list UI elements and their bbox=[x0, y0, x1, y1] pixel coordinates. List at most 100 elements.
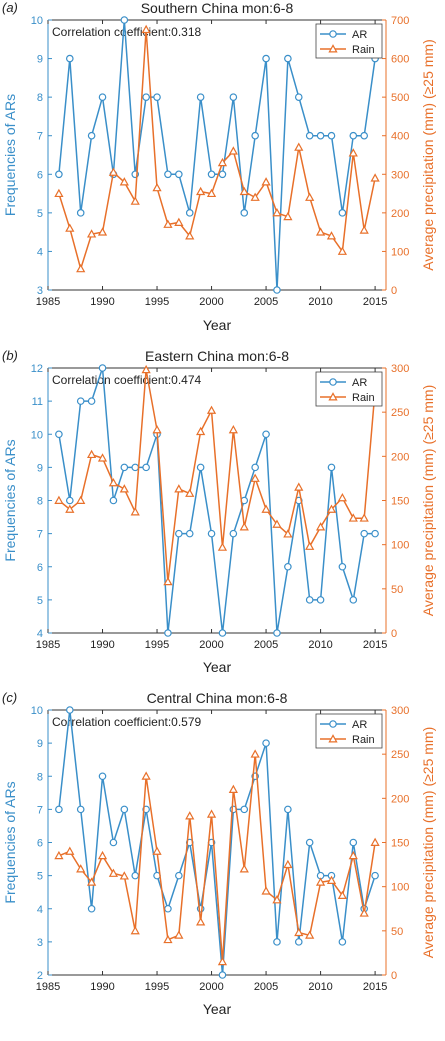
rain-point bbox=[152, 424, 162, 434]
ar-point bbox=[120, 463, 129, 472]
ar-point bbox=[262, 430, 270, 439]
ar-point bbox=[360, 529, 368, 538]
rain-point bbox=[141, 771, 151, 780]
rain-point bbox=[370, 837, 380, 846]
left-y-tick-label: 4 bbox=[37, 904, 43, 916]
rain-point bbox=[97, 453, 108, 462]
x-tick-label: 1985 bbox=[36, 639, 60, 651]
right-y-tick-label: 400 bbox=[391, 131, 409, 143]
chart-title: Southern China mon:6-8 bbox=[141, 0, 294, 16]
left-y-tick-label: 7 bbox=[37, 804, 43, 816]
ar-point bbox=[262, 54, 270, 63]
rain-point bbox=[337, 246, 348, 255]
right-y-tick-label: 600 bbox=[391, 54, 409, 66]
ar-point bbox=[305, 838, 314, 847]
rain-point bbox=[239, 186, 249, 196]
ar-point bbox=[196, 463, 205, 472]
rain-point bbox=[206, 809, 217, 818]
ar-point bbox=[240, 209, 249, 217]
right-y-tick-label: 250 bbox=[391, 749, 409, 761]
ar-point bbox=[120, 805, 129, 814]
ar-point bbox=[55, 805, 63, 814]
rain-point bbox=[174, 217, 184, 226]
rain-point bbox=[206, 188, 217, 198]
rain-point bbox=[305, 541, 315, 550]
rain-point bbox=[239, 864, 249, 873]
ar-point bbox=[98, 772, 107, 781]
rain-point bbox=[217, 157, 228, 167]
rain-point bbox=[272, 208, 282, 217]
rain-point bbox=[315, 227, 326, 236]
panel-a: 1985 1990 1995 2000 2005 2010 2015345678910010… bbox=[2, 0, 436, 333]
ar-point bbox=[164, 170, 172, 179]
series-line-ar bbox=[58, 19, 376, 291]
x-tick-label: 1990 bbox=[90, 296, 114, 308]
ar-point bbox=[349, 596, 358, 604]
rain-point bbox=[272, 519, 282, 528]
rain-point bbox=[250, 473, 260, 482]
rain-point bbox=[359, 225, 369, 234]
rain-point bbox=[185, 231, 195, 240]
right-y-axis-label: Average precipitation (mm) (≥25 mm) bbox=[420, 39, 436, 271]
rain-point bbox=[119, 871, 129, 880]
rain-point bbox=[239, 522, 249, 531]
rain-point bbox=[119, 484, 129, 493]
left-y-tick-label: 2 bbox=[37, 970, 43, 982]
ar-point bbox=[98, 93, 107, 101]
rain-point bbox=[65, 223, 75, 232]
legend-label-rain: Rain bbox=[352, 734, 375, 746]
left-y-tick-label: 4 bbox=[37, 628, 43, 640]
ar-point bbox=[338, 209, 347, 217]
right-y-tick-label: 300 bbox=[391, 169, 409, 181]
x-axis-label: Year bbox=[203, 1001, 232, 1017]
x-axis-label: Year bbox=[203, 659, 232, 675]
ar-point bbox=[273, 938, 281, 946]
ar-point bbox=[240, 805, 249, 814]
series-line-rain bbox=[58, 369, 376, 582]
rain-point bbox=[359, 908, 369, 917]
left-y-tick-label: 8 bbox=[37, 496, 43, 508]
ar-point bbox=[273, 629, 281, 637]
legend-marker-ar bbox=[329, 720, 337, 728]
left-y-tick-label: 3 bbox=[37, 285, 43, 297]
rain-point bbox=[228, 424, 238, 434]
ar-point bbox=[305, 131, 314, 140]
ar-point bbox=[66, 706, 74, 714]
legend-label-rain: Rain bbox=[352, 392, 375, 404]
x-tick-label: 2000 bbox=[199, 639, 223, 651]
rain-point bbox=[130, 507, 140, 516]
legend-marker-rain bbox=[328, 734, 338, 743]
rain-point bbox=[196, 186, 206, 196]
rain-point bbox=[348, 850, 358, 860]
right-y-tick-label: 250 bbox=[391, 407, 409, 419]
ar-point bbox=[196, 93, 205, 101]
ar-point bbox=[87, 131, 96, 140]
ar-point bbox=[76, 805, 85, 814]
right-y-tick-label: 300 bbox=[391, 363, 409, 375]
left-y-tick-label: 4 bbox=[37, 246, 43, 258]
ar-point bbox=[175, 170, 183, 179]
ar-point bbox=[349, 131, 358, 140]
rain-point bbox=[54, 495, 64, 504]
legend-box bbox=[315, 713, 383, 749]
x-tick-label: 1995 bbox=[145, 639, 169, 651]
legend-box bbox=[315, 371, 383, 407]
x-tick-label: 1990 bbox=[90, 981, 114, 993]
ar-point bbox=[349, 838, 358, 847]
rain-point bbox=[163, 576, 173, 586]
x-tick-label: 1985 bbox=[36, 981, 60, 993]
ar-point bbox=[371, 529, 379, 538]
rain-point bbox=[326, 875, 337, 884]
rain-point bbox=[294, 482, 304, 491]
x-tick-label: 2015 bbox=[363, 981, 387, 993]
left-y-axis-label: Frequencies of ARs bbox=[2, 94, 18, 216]
ar-point bbox=[87, 904, 96, 913]
legend-marker-ar bbox=[329, 378, 337, 386]
right-y-tick-label: 0 bbox=[391, 970, 397, 982]
x-tick-label: 2015 bbox=[363, 296, 387, 308]
ar-point bbox=[327, 463, 336, 472]
rain-point bbox=[326, 504, 337, 513]
rain-point bbox=[294, 142, 304, 151]
left-y-tick-label: 8 bbox=[37, 771, 43, 783]
left-y-tick-label: 6 bbox=[37, 838, 43, 850]
